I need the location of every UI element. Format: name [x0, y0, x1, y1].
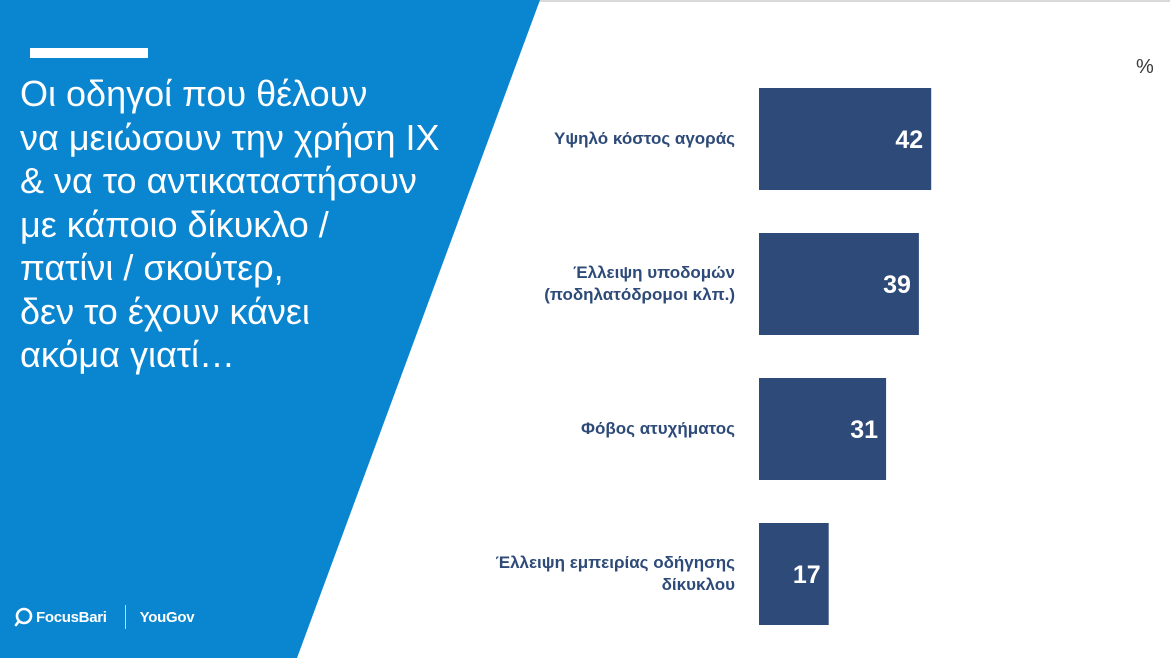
category-label-1: Υψηλό κόστος αγοράς: [554, 129, 735, 148]
logo-group: FocusBari YouGov: [14, 604, 195, 630]
category-label-2: Έλλειψη υποδομών (ποδηλατόδρομοι κλπ.): [544, 263, 735, 304]
logo-separator: [124, 605, 126, 629]
blue-panel: [0, 0, 540, 658]
category-label-4: Έλλειψη εμπειρίας οδήγησης δίκυκλου: [495, 553, 735, 594]
top-divider: [0, 0, 1170, 2]
bar-1: [759, 88, 932, 190]
category-label-3: Φόβος ατυχήματος: [581, 419, 735, 438]
slide-headline: Οι οδηγοί που θέλουν να μειώσουν την χρή…: [20, 73, 440, 375]
accent-bar: [30, 48, 148, 58]
bar-value-label-4: 17: [793, 561, 821, 589]
yougov-logo: YouGov: [139, 608, 195, 626]
unit-label: %: [1136, 56, 1154, 78]
focusbari-logo: FocusBari: [14, 607, 107, 627]
bar-2: [759, 233, 919, 335]
bar-3: [759, 378, 887, 480]
bar-value-label-1: 42: [895, 126, 923, 154]
bar-value-label-2: 39: [883, 271, 911, 299]
bar-4: [759, 523, 829, 625]
focusbari-mark-icon: [14, 607, 33, 627]
blue-panel-shape: [0, 0, 540, 658]
bar-value-label-3: 31: [850, 416, 878, 444]
focusbari-logo-text: FocusBari: [36, 608, 107, 626]
